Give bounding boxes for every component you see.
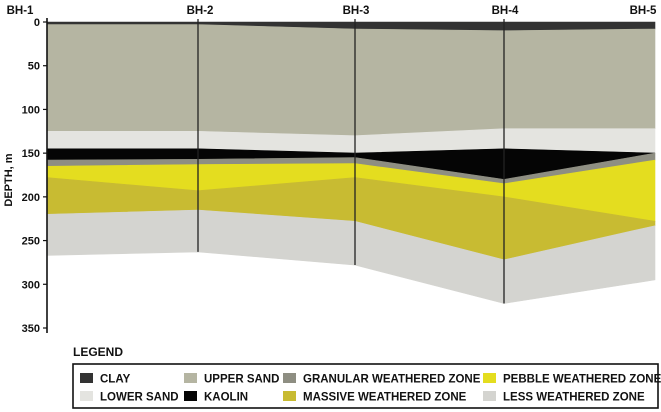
legend-swatch	[184, 391, 197, 401]
legend-swatch	[80, 373, 93, 383]
borehole-label-bh-3: BH-3	[343, 5, 370, 17]
borehole-label-bh-2: BH-2	[187, 5, 214, 17]
legend-swatch	[184, 373, 197, 383]
depth-tick-label: 300	[22, 279, 40, 291]
legend-swatch	[283, 373, 296, 383]
borehole-label-bh-1: BH-1	[7, 5, 34, 17]
depth-axis: 0 50 100 150 200 250 300 350	[22, 17, 48, 335]
layer-upper-sand	[46, 24, 656, 137]
legend-item-granular: GRANULAR WEATHERED ZONE	[283, 373, 481, 386]
legend-label: UPPER SAND	[204, 374, 279, 386]
borehole-labels: BH-1 BH-2 BH-3 BH-4 BH-5	[7, 5, 657, 17]
legend-title: LEGEND	[73, 345, 123, 359]
legend-item-pebble: PEBBLE WEATHERED ZONE	[483, 373, 661, 386]
legend-item-less: LESS WEATHERED ZONE	[483, 391, 645, 404]
depth-tick-label: 350	[22, 323, 40, 335]
depth-tick-label: 50	[28, 61, 40, 73]
borehole-label-bh-4: BH-4	[492, 5, 519, 17]
depth-tick-label: 250	[22, 236, 40, 248]
legend-item-kaolin: KAOLIN	[184, 391, 248, 404]
legend-frame	[72, 363, 659, 409]
layer-less	[46, 209, 656, 304]
legend-label: CLAY	[100, 374, 131, 386]
depth-tick-label: 0	[34, 17, 40, 29]
depth-tick-label: 100	[22, 104, 40, 116]
legend-item-lower-sand: LOWER SAND	[80, 391, 179, 404]
legend-label: LESS WEATHERED ZONE	[503, 392, 645, 404]
legend-label: LOWER SAND	[100, 392, 179, 404]
legend-swatch	[283, 391, 296, 401]
legend-label: GRANULAR WEATHERED ZONE	[303, 374, 481, 386]
legend-swatch	[80, 391, 93, 401]
depth-tick-label: 150	[22, 148, 40, 160]
legend-item-massive: MASSIVE WEATHERED ZONE	[283, 391, 467, 404]
legend-item-upper-sand: UPPER SAND	[184, 373, 279, 386]
legend-swatch	[483, 391, 496, 401]
borehole-label-bh-5: BH-5	[630, 5, 657, 17]
legend-label: MASSIVE WEATHERED ZONE	[303, 392, 467, 404]
legend-items: CLAY LOWER SAND UPPER SAND KAOLIN GRANULAR W…	[80, 373, 661, 404]
depth-axis-label: DEPTH, m	[3, 153, 15, 206]
legend-item-clay: CLAY	[80, 373, 131, 386]
legend-box: CLAY LOWER SAND UPPER SAND KAOLIN GRANULAR W…	[72, 363, 661, 409]
depth-tick-label: 200	[22, 192, 40, 204]
borehole-lines	[197, 19, 505, 304]
legend-label: KAOLIN	[204, 392, 248, 404]
strata-layers	[46, 21, 656, 304]
legend-swatch	[483, 373, 496, 383]
legend-label: PEBBLE WEATHERED ZONE	[503, 374, 661, 386]
